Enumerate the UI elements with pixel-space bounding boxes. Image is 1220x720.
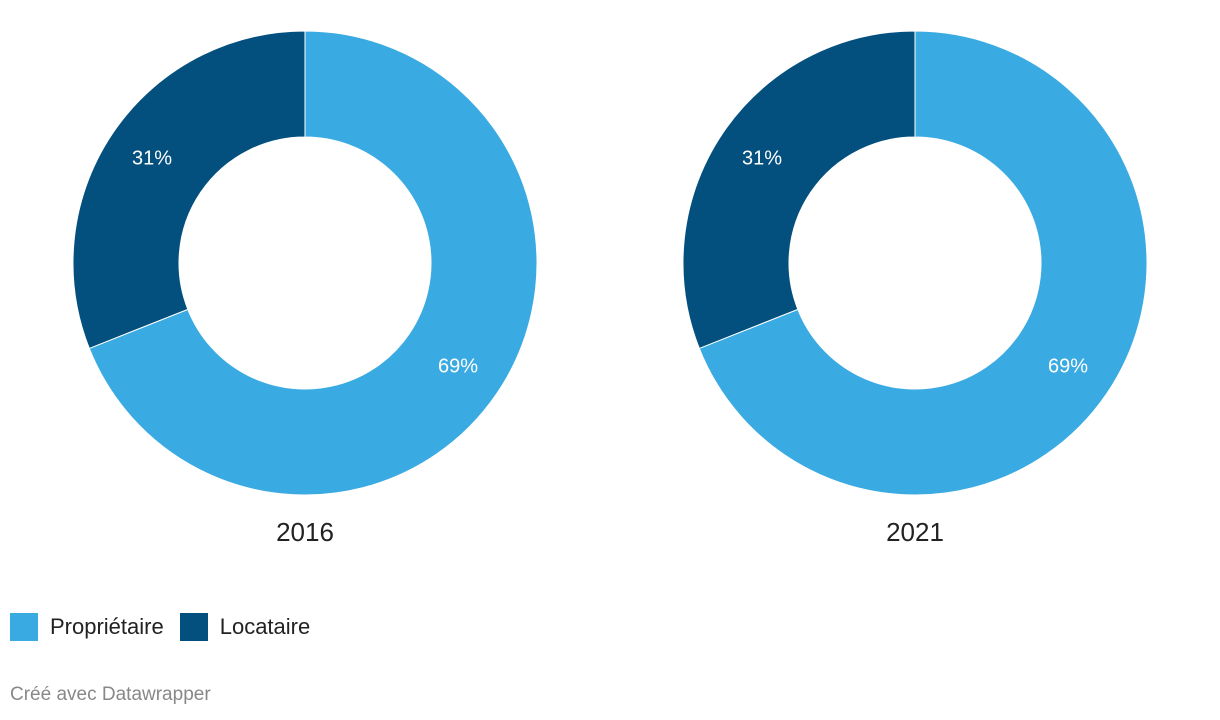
slice-label-proprietaire-2016: 69% — [438, 355, 478, 377]
legend-item-proprietaire: Propriétaire — [10, 613, 164, 641]
legend: Propriétaire Locataire — [10, 612, 326, 642]
slice-locataire-2021 — [682, 30, 916, 350]
slice-label-proprietaire-2021: 69% — [1048, 355, 1088, 377]
legend-swatch-proprietaire — [10, 613, 38, 641]
chart-area: 69% 31% 2016 69% 31% 2021 — [72, 30, 1148, 547]
slice-locataire-2016 — [72, 30, 306, 350]
slice-proprietaire-2016 — [88, 30, 538, 496]
slice-label-locataire-2016: 31% — [132, 147, 172, 169]
donut-chart-2016: 69% 31% 2016 — [72, 30, 538, 547]
slice-label-locataire-2021: 31% — [742, 147, 782, 169]
donut-chart-2021: 69% 31% 2021 — [682, 30, 1148, 547]
legend-item-locataire: Locataire — [179, 613, 311, 641]
slice-proprietaire-2021 — [698, 30, 1148, 496]
donut-title-2016: 2016 — [276, 517, 334, 547]
legend-swatch-locataire — [179, 613, 208, 641]
legend-label-locataire: Locataire — [219, 614, 311, 639]
footer-credit: Créé avec Datawrapper — [10, 684, 211, 705]
donut-title-2021: 2021 — [886, 517, 944, 547]
legend-label-proprietaire: Propriétaire — [50, 614, 164, 639]
